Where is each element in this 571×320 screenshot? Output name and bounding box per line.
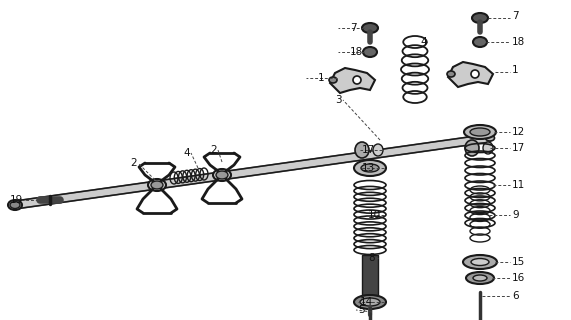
Text: 7: 7 [512,11,518,21]
Text: 15: 15 [512,257,525,267]
Ellipse shape [353,76,361,84]
Text: 1: 1 [512,65,518,75]
Polygon shape [448,62,493,87]
Ellipse shape [464,125,496,139]
Text: 18: 18 [350,47,363,57]
Ellipse shape [362,23,378,33]
Text: 19: 19 [10,195,23,205]
Text: 4: 4 [183,148,190,158]
Ellipse shape [473,275,487,281]
Ellipse shape [485,135,494,141]
Ellipse shape [483,142,493,154]
Text: 4: 4 [420,37,427,47]
Ellipse shape [471,259,489,266]
Ellipse shape [465,140,479,156]
Text: 14: 14 [360,297,373,307]
Ellipse shape [355,142,369,158]
Ellipse shape [363,47,377,57]
Text: 6: 6 [512,291,518,301]
Text: 9: 9 [512,210,518,220]
Text: 2: 2 [130,158,136,168]
Ellipse shape [373,144,383,156]
Ellipse shape [354,160,386,176]
Text: 17: 17 [362,145,375,155]
Ellipse shape [466,272,494,284]
Ellipse shape [463,255,497,269]
Text: 1: 1 [318,73,325,83]
Text: 3: 3 [335,95,341,105]
Ellipse shape [329,77,337,83]
Polygon shape [14,134,490,209]
Text: 8: 8 [368,253,375,263]
Ellipse shape [10,202,20,209]
Text: 11: 11 [512,180,525,190]
Ellipse shape [8,200,22,210]
Polygon shape [330,68,375,93]
Ellipse shape [213,169,231,181]
Ellipse shape [447,71,455,77]
Ellipse shape [473,37,487,47]
Ellipse shape [216,171,228,179]
Text: 2: 2 [210,145,216,155]
Text: 13: 13 [362,163,375,173]
Text: 12: 12 [512,127,525,137]
Ellipse shape [470,128,490,136]
Ellipse shape [354,295,386,309]
Ellipse shape [361,164,379,172]
Text: 10: 10 [368,210,381,220]
Ellipse shape [151,181,163,189]
Ellipse shape [471,70,479,78]
Ellipse shape [148,179,166,191]
Ellipse shape [472,13,488,23]
Text: 17: 17 [512,143,525,153]
Text: 18: 18 [512,37,525,47]
Text: 7: 7 [350,23,357,33]
Text: 16: 16 [512,273,525,283]
Text: 5: 5 [358,305,365,315]
Ellipse shape [360,298,380,306]
Bar [362,255,378,295]
